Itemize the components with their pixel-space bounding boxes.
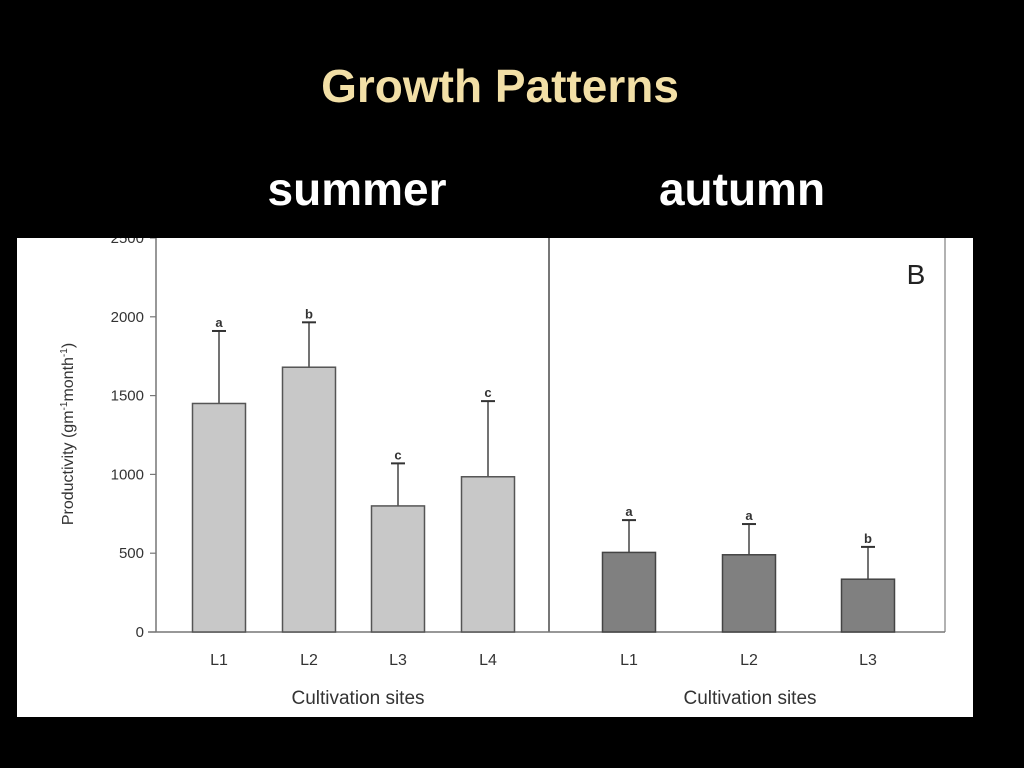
bar-l1 bbox=[601, 551, 657, 633]
x-tick-label: L2 bbox=[300, 652, 318, 669]
x-tick-label: L1 bbox=[620, 652, 638, 669]
season-label-summer: summer bbox=[267, 163, 447, 215]
summer-panel: a L1 b L2 c L3 c L4 Cultivation sites bbox=[191, 306, 516, 709]
bar-l2 bbox=[721, 554, 777, 633]
significance-letter: b bbox=[864, 531, 872, 546]
y-tick-label: 0 bbox=[136, 624, 144, 641]
significance-letter: c bbox=[484, 385, 491, 400]
significance-letter: c bbox=[394, 447, 401, 462]
x-tick-label: L2 bbox=[740, 652, 758, 669]
season-label-autumn: autumn bbox=[658, 163, 826, 215]
x-axis-title: Cultivation sites bbox=[683, 688, 816, 709]
y-axis: 0 500 1000 1500 2000 2500 Productivity (gm-1mo… bbox=[59, 238, 156, 641]
bar-chart: 0 500 1000 1500 2000 2500 Productivity (gm-1mo… bbox=[59, 238, 946, 709]
y-tick-label: 1000 bbox=[111, 466, 144, 483]
x-tick-label: L4 bbox=[479, 652, 497, 669]
y-tick-label: 1500 bbox=[111, 388, 144, 405]
x-tick-label: L1 bbox=[210, 652, 228, 669]
y-axis-title: Productivity (gm-1month-1) bbox=[59, 343, 77, 525]
chart-panel: 0 500 1000 1500 2000 2500 Productivity (gm-1mo… bbox=[17, 238, 973, 717]
y-tick-label: 500 bbox=[119, 545, 144, 562]
x-tick-label: L3 bbox=[389, 652, 407, 669]
y-tick-label: 2000 bbox=[111, 309, 144, 326]
significance-letter: b bbox=[305, 306, 313, 321]
chart-frame bbox=[148, 238, 946, 633]
bar-l2 bbox=[281, 366, 337, 633]
x-axis-title: Cultivation sites bbox=[291, 688, 424, 709]
x-tick-label: L3 bbox=[859, 652, 877, 669]
panel-label: B bbox=[907, 259, 926, 290]
bar-l3 bbox=[370, 505, 426, 633]
significance-letter: a bbox=[625, 504, 633, 519]
y-tick-label: 2500 bbox=[111, 238, 144, 247]
bar-l1 bbox=[191, 402, 247, 633]
significance-letter: a bbox=[745, 508, 753, 523]
bar-l4 bbox=[460, 476, 516, 633]
bar-l3 bbox=[840, 578, 896, 633]
significance-letter: a bbox=[215, 315, 223, 330]
autumn-panel: a L1 a L2 b L3 Cultivation sites B bbox=[601, 259, 926, 709]
slide-title: Growth Patterns bbox=[321, 60, 679, 112]
